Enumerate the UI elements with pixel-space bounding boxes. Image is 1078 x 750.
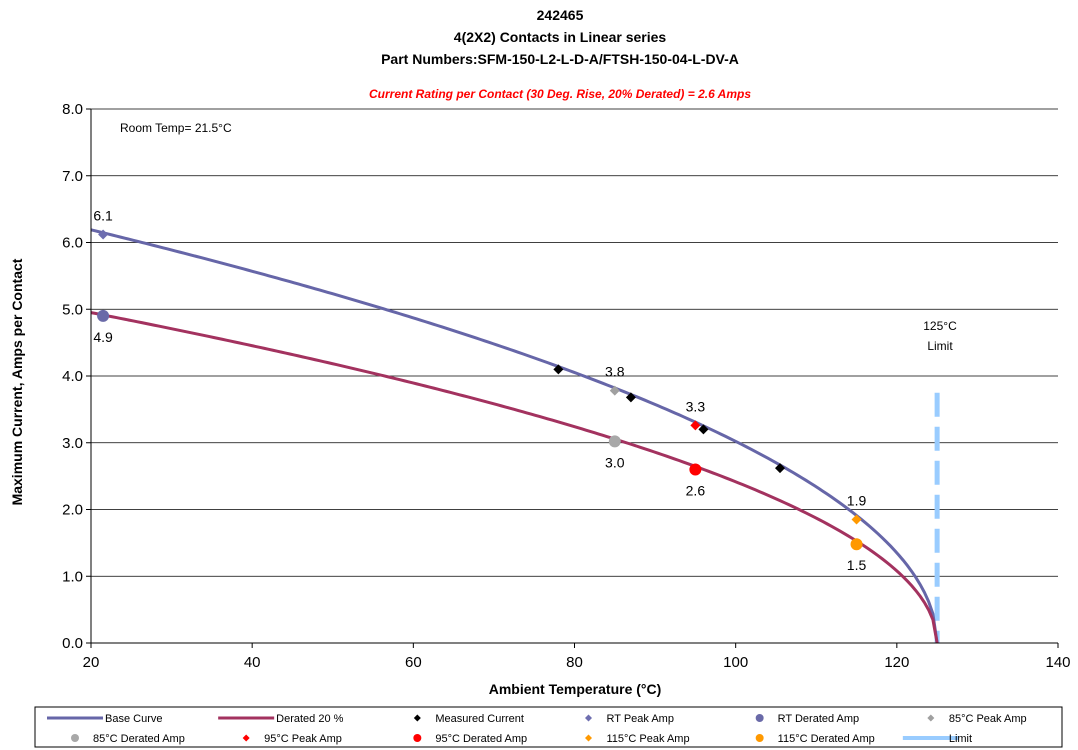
marker-measured-current [774,463,785,474]
data-label: 1.5 [847,557,867,573]
gridlines [91,108,1058,644]
legend-box [34,706,1063,748]
legend-swatch-rt-derated-amp [755,714,764,722]
curve-base-curve [90,228,939,644]
axes: 0.0 1.0 2.0 3.0 4.0 5.0 6.0 7.0 8.0 20 40 60 80 100 12… [62,101,1070,671]
axis-titles: Ambient Temperature (°C) Maximum Current… [9,258,661,697]
legend-swatch-95-c-derated-amp [413,734,422,742]
y-tick-label: 4.0 [62,368,83,385]
chart-title-line-2: 4(2X2) Contacts in Linear series [454,29,667,45]
legend-label-base-curve: Base Curve [105,713,162,725]
data-label: 6.1 [93,207,113,223]
marker-85-c-derated-amp [608,435,621,448]
curve-derated-20 [90,311,939,644]
data-label: 2.6 [686,482,706,498]
marker-95-c-derated-amp [689,463,702,476]
limit-note-line-1: 125°C [923,319,957,333]
marker-115-c-peak-amp [851,514,862,525]
legend-label-rt-peak-amp: RT Peak Amp [607,713,674,725]
legend-label-limit: Limit [949,733,972,745]
data-label: 3.8 [605,364,625,380]
limit-note-line-2: Limit [927,339,953,353]
x-tick-label: 80 [566,654,583,671]
curves [90,228,939,644]
x-tick-label: 60 [405,654,422,671]
legend-swatch-115-c-peak-amp [585,734,592,742]
legend-label-95-c-peak-amp: 95°C Peak Amp [264,733,342,745]
room-temp-note: Room Temp= 21.5°C [120,121,232,135]
marker-measured-current [553,364,564,375]
x-tick-label: 20 [83,654,100,671]
legend: Base Curve Derated 20 % Measured Current RT… [34,706,1063,748]
legend-label-95-c-derated-amp: 95°C Derated Amp [435,733,527,745]
y-tick-label: 7.0 [62,168,83,185]
marker-measured-current [625,392,636,403]
legend-label-measured-current: Measured Current [435,713,524,725]
markers [97,229,863,551]
data-label: 4.9 [93,329,113,345]
y-tick-label: 0.0 [62,635,83,652]
y-axis-title: Maximum Current, Amps per Contact [9,258,25,505]
legend-label-derated-20: Derated 20 % [276,713,343,725]
marker-85-c-peak-amp [609,385,620,396]
legend-swatch-rt-peak-amp [585,714,592,722]
marker-rt-derated-amp [97,309,110,322]
marker-115-c-derated-amp [850,538,863,551]
annotations: Room Temp= 21.5°C 125°C Limit [120,121,957,353]
legend-swatch-85-c-derated-amp [71,734,79,742]
legend-label-115-c-derated-amp: 115°C Derated Amp [778,733,875,745]
y-tick-label: 2.0 [62,502,83,519]
data-label: 3.0 [605,454,625,470]
data-label: 1.9 [847,493,867,509]
marker-rt-peak-amp [98,229,109,240]
legend-swatch-measured-current [413,714,421,722]
marker-measured-current [698,424,709,435]
legend-label-85-c-peak-amp: 85°C Peak Amp [949,713,1027,725]
y-tick-label: 1.0 [62,568,83,585]
x-tick-label: 120 [884,654,909,671]
y-tick-label: 5.0 [62,301,83,318]
legend-label-85-c-derated-amp: 85°C Derated Amp [93,733,185,745]
legend-label-115-c-peak-amp: 115°C Peak Amp [607,733,690,745]
y-tick-label: 6.0 [62,235,83,252]
chart-title-line-1: 242465 [537,7,584,23]
x-tick-label: 140 [1045,654,1070,671]
current-rating-note: Current Rating per Contact (30 Deg. Rise… [369,87,751,101]
legend-swatch-85-c-peak-amp [927,714,935,722]
legend-label-rt-derated-amp: RT Derated Amp [778,713,860,725]
legend-swatch-95-c-peak-amp [242,734,250,742]
x-tick-label: 100 [723,654,748,671]
legend-swatch-115-c-derated-amp [755,734,764,742]
marker-95-c-peak-amp [690,420,701,431]
x-tick-label: 40 [244,654,261,671]
y-tick-label: 3.0 [62,435,83,452]
data-label: 3.3 [686,398,706,414]
x-axis-title: Ambient Temperature (°C) [489,681,662,697]
y-tick-label: 8.0 [62,101,83,118]
chart-title-line-3: Part Numbers:SFM-150-L2-L-D-A/FTSH-150-0… [381,51,739,67]
data-labels: 6.1 4.9 3.8 3.0 3.3 2.6 1.9 1.5 [93,207,866,573]
chart-titles: 242465 4(2X2) Contacts in Linear series … [369,7,751,101]
